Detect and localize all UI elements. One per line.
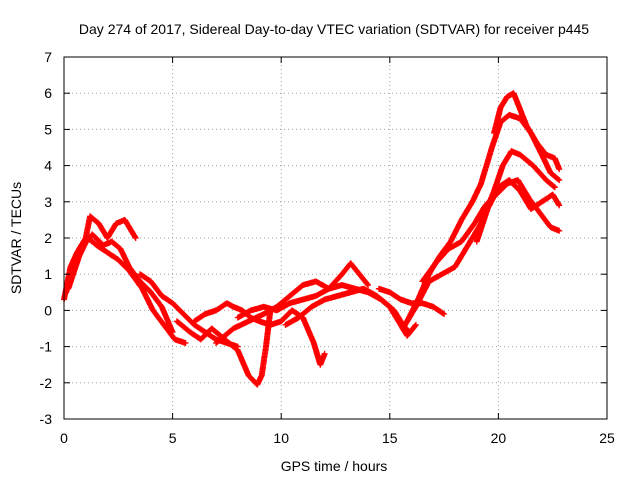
x-tick-label: 25 xyxy=(599,430,615,446)
y-tick-label: 0 xyxy=(44,302,52,318)
x-tick-label: 20 xyxy=(491,430,507,446)
chart-title: Day 274 of 2017, Sidereal Day-to-day VTE… xyxy=(79,21,589,37)
y-tick-label: 1 xyxy=(44,266,52,282)
data-points xyxy=(61,90,563,388)
x-tick-label: 5 xyxy=(169,430,177,446)
x-axis-label: GPS time / hours xyxy=(281,458,388,474)
y-tick-label: -1 xyxy=(40,339,53,355)
axis-ticks: 0 5 10 15 20 25 -3 -2 -1 0 1 2 3 4 5 6 7 xyxy=(40,49,615,446)
plot-frame xyxy=(63,56,608,420)
series-track-5 xyxy=(173,307,274,388)
y-tick-label: -3 xyxy=(40,411,53,427)
series-track-14 xyxy=(491,90,563,173)
x-tick-label: 10 xyxy=(273,430,289,446)
x-tick-label: 15 xyxy=(382,430,398,446)
x-tick-label: 0 xyxy=(60,430,68,446)
series-track-15 xyxy=(473,177,563,245)
y-tick-label: 7 xyxy=(44,49,52,65)
data-point-markers xyxy=(65,235,189,346)
y-tick-label: 4 xyxy=(44,158,52,174)
y-tick-label: 3 xyxy=(44,194,52,210)
data-point-markers xyxy=(173,307,274,388)
series-track-9 xyxy=(282,285,419,339)
y-tick-label: 5 xyxy=(44,121,52,137)
y-axis-label: SDTVAR / TECUs xyxy=(8,182,24,294)
grid xyxy=(64,57,607,419)
data-point-markers xyxy=(473,177,563,245)
data-point-markers xyxy=(282,285,419,339)
y-tick-label: 2 xyxy=(44,230,52,246)
y-tick-label: -2 xyxy=(40,375,53,391)
series-track-3 xyxy=(65,235,189,346)
data-point-markers xyxy=(491,90,563,173)
y-tick-label: 6 xyxy=(44,85,52,101)
